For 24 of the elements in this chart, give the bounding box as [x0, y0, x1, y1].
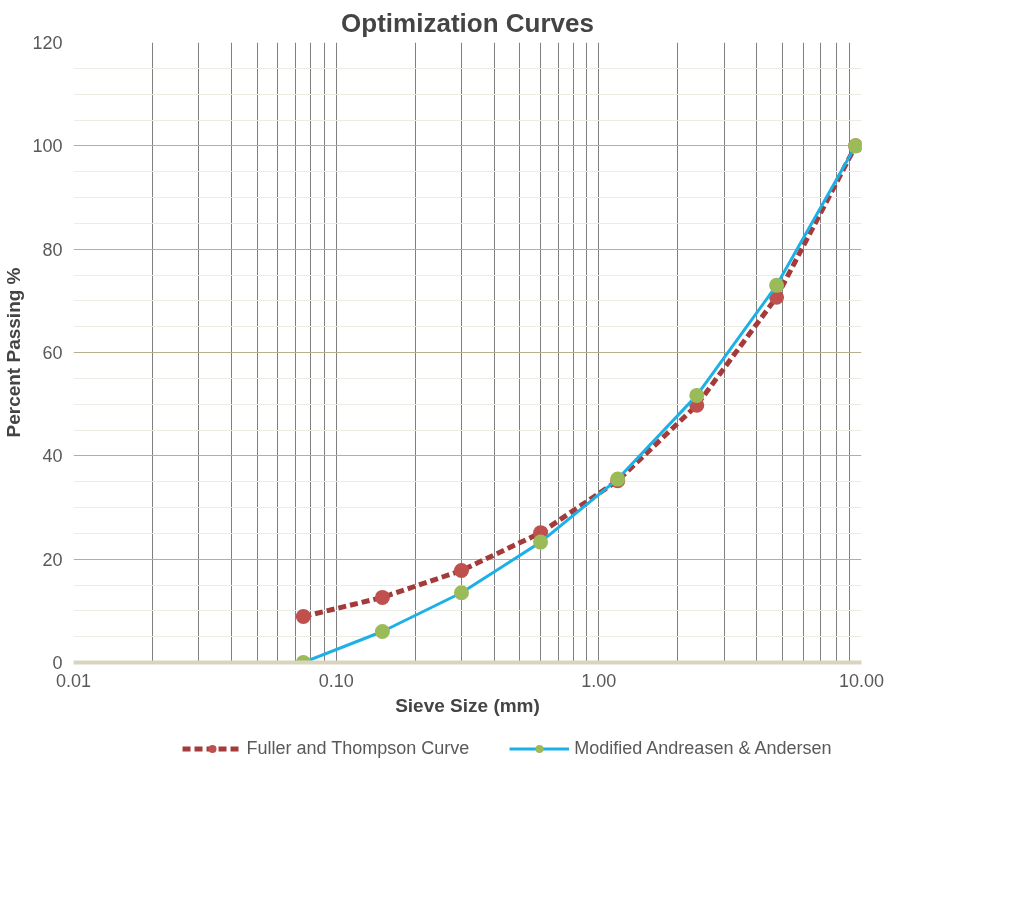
y-tick-label: 40 [42, 446, 63, 467]
x-tick-label: 10.00 [838, 670, 885, 691]
point [453, 585, 469, 601]
x-tick-label: 1.00 [581, 670, 617, 691]
point [533, 534, 549, 550]
y-tick-label: 0 [52, 653, 63, 673]
point [295, 609, 311, 624]
y-axis-title: Percent Passing % [3, 267, 25, 438]
x-tick-label: 0.10 [318, 670, 354, 691]
point [374, 624, 390, 639]
point [769, 277, 785, 293]
y-tick-label: 120 [32, 33, 63, 53]
point [374, 589, 390, 605]
x-axis-title: Sieve Size (mm) [395, 694, 540, 716]
y-tick-label: 60 [42, 343, 63, 363]
point [689, 387, 705, 403]
x-tick-label: 0.01 [55, 670, 92, 691]
y-tick-label: 20 [42, 549, 63, 570]
legend-label: Modified Andreasen & Andersen [574, 737, 832, 759]
y-tick-label: 100 [32, 136, 63, 157]
legend-label: Fuller and Thompson Curve [246, 737, 470, 759]
point [453, 563, 469, 579]
y-tick-label: 80 [42, 239, 63, 260]
chart-title: Optimization Curves [341, 7, 594, 38]
